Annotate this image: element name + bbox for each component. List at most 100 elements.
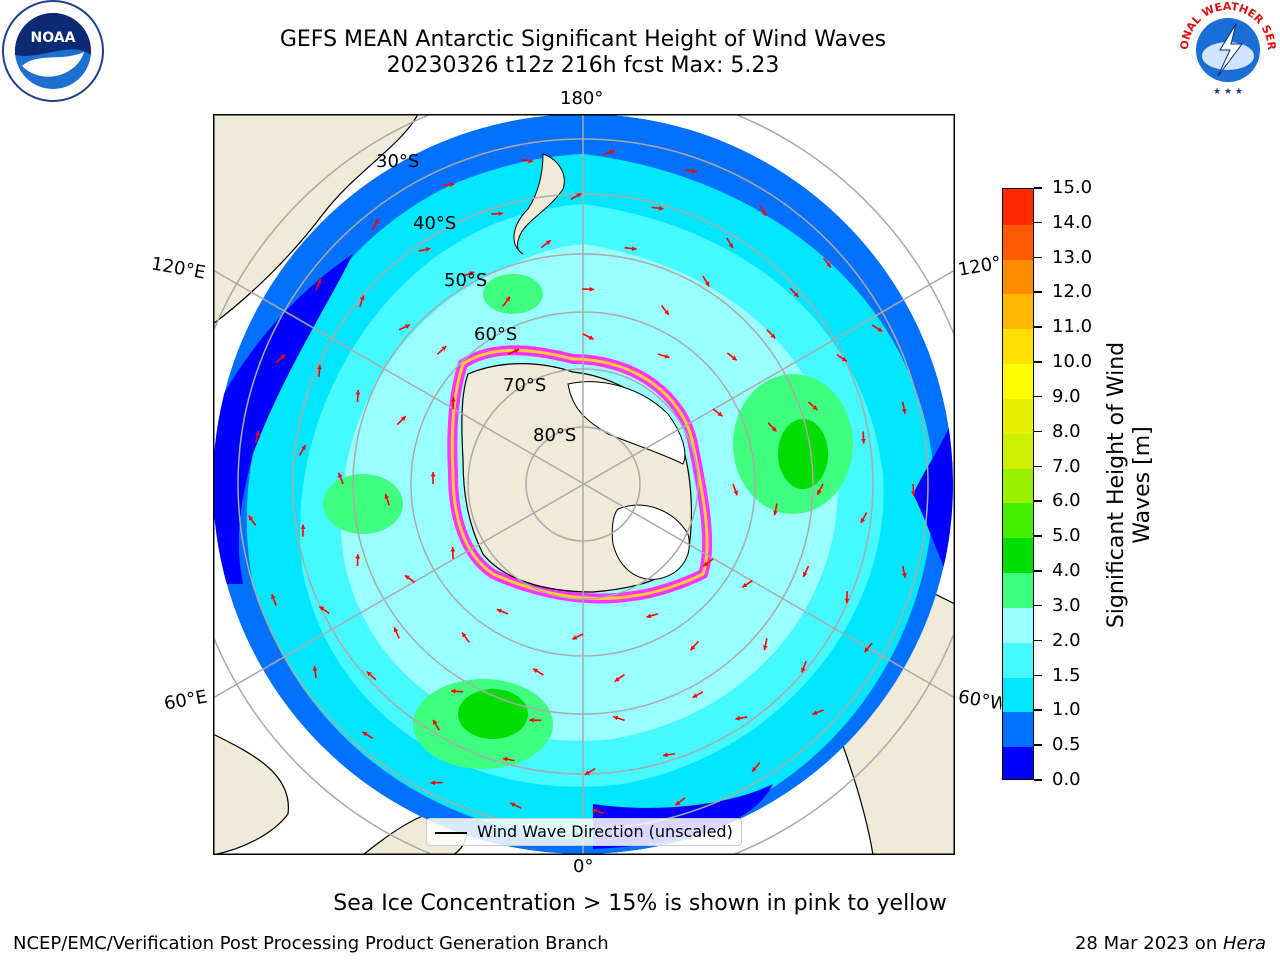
colorbar-segment — [1003, 641, 1033, 678]
colorbar-segment — [1003, 293, 1033, 330]
wind-wave-arrowhead — [609, 149, 615, 155]
legend-label: Wind Wave Direction (unscaled) — [477, 822, 733, 841]
wind-wave-arrowhead — [613, 715, 619, 721]
wind-wave-arrowhead — [902, 572, 907, 578]
wind-wave-arrowhead — [901, 408, 907, 414]
wind-wave-arrowhead — [773, 510, 778, 516]
wind-wave-arrowhead — [514, 348, 520, 354]
colorbar-tick — [1034, 187, 1042, 189]
colorbar-tick-label: 2.0 — [1052, 629, 1081, 651]
wind-wave-arrowhead — [450, 397, 456, 402]
wind-wave-arrowhead — [271, 594, 276, 600]
wind-wave-arrowhead — [529, 717, 534, 723]
colorbar-segment — [1003, 189, 1033, 225]
legend-line-sample — [435, 832, 467, 834]
wind-wave-arrowhead — [646, 613, 652, 619]
wind-wave-arrowhead — [812, 405, 818, 411]
colorbar-tick — [1034, 570, 1042, 572]
footer-branch: NCEP/EMC/Verification Post Processing Pr… — [13, 933, 609, 954]
colorbar-tick — [1034, 256, 1042, 259]
wind-wave-arrowhead — [405, 324, 411, 329]
noaa-logo-text: NOAA — [31, 30, 76, 46]
colorbar-tick-label: 6.0 — [1052, 490, 1081, 512]
wind-wave-arrowhead — [692, 168, 697, 174]
colorbar-segment — [1003, 537, 1033, 574]
colorbar-tick-label: 12.0 — [1052, 281, 1093, 303]
wind-wave-arrowhead — [911, 491, 916, 496]
wind-wave-arrowhead — [545, 240, 551, 245]
wind-wave-arrowhead — [301, 445, 306, 451]
footer-date-text: 28 Mar 2023 on — [1074, 933, 1223, 954]
lat-label-60s: 60°S — [474, 324, 518, 345]
lat-label-50s: 50°S — [444, 270, 488, 291]
colorbar-tick-label: 10.0 — [1052, 351, 1093, 373]
wind-wave-arrowhead — [733, 490, 738, 496]
wind-wave-arrowhead — [658, 205, 664, 211]
wind-wave-arrowhead — [450, 547, 456, 552]
lat-label-30s: 30°S — [376, 151, 420, 172]
wind-wave-arrowhead — [675, 800, 681, 806]
colorbar — [1002, 188, 1034, 780]
colorbar-tick — [1034, 221, 1042, 224]
colorbar-tick-label: 5.0 — [1052, 525, 1081, 547]
footer-machine: Hera — [1222, 933, 1266, 954]
wind-wave-arrowhead — [498, 211, 504, 217]
wind-wave-arrowhead — [248, 515, 254, 521]
wind-wave-arrowhead — [572, 635, 578, 640]
lon-label-120w: 120°W — [956, 252, 1004, 281]
map-legend: Wind Wave Direction (unscaled) — [426, 818, 742, 846]
wind-wave-arrowhead — [430, 780, 435, 786]
colorbar-tick-label: 0.5 — [1052, 734, 1081, 756]
wind-wave-arrowhead — [592, 808, 598, 814]
wind-wave-arrowhead — [400, 416, 406, 421]
colorbar-tick-label: 1.0 — [1052, 699, 1081, 721]
colorbar-tick — [1034, 674, 1042, 677]
wind-wave-arrowhead — [425, 247, 431, 252]
wind-wave-arrowhead — [690, 645, 696, 651]
colorbar-tick — [1034, 500, 1042, 502]
colorbar-tick — [1034, 395, 1042, 398]
wind-wave-arrowhead — [355, 554, 361, 559]
colorbar-segment — [1003, 676, 1033, 713]
colorbar-tick — [1034, 709, 1042, 711]
wind-wave-arrowhead — [728, 243, 733, 249]
wind-wave-arrowhead — [663, 752, 668, 758]
wind-wave-arrowhead — [584, 770, 590, 775]
wind-wave-arrowhead — [761, 210, 766, 216]
colorbar-tick-label: 8.0 — [1052, 420, 1081, 442]
wind-wave-arrowhead — [393, 627, 399, 633]
wind-wave-arrowhead — [433, 719, 438, 725]
wind-wave-arrowhead — [362, 731, 368, 737]
colorbar-tick — [1034, 326, 1042, 328]
wind-wave-arrowhead — [631, 246, 637, 251]
lon-label-0: 0° — [573, 856, 594, 877]
colorbar-tick — [1034, 535, 1042, 537]
lon-label-120e: 120°E — [149, 253, 208, 284]
colorbar-segment — [1003, 328, 1033, 365]
wind-wave-arrowhead — [496, 608, 502, 614]
wind-wave-arrowhead — [366, 671, 372, 677]
wind-wave-arrowhead — [703, 561, 709, 567]
nws-logo: NATIONAL WEATHER SERVICE ★ ★ ★ — [1176, 0, 1278, 97]
wind-wave-arrowhead — [664, 353, 670, 359]
wind-wave-arrowhead — [812, 710, 818, 715]
colorbar-segment — [1003, 746, 1033, 779]
colorbar-tick — [1034, 361, 1042, 363]
wind-wave-arrowhead — [717, 411, 723, 417]
lat-label-80s: 80°S — [533, 425, 577, 446]
lon-label-60w: 60°W — [956, 686, 1004, 715]
wind-wave-arrowhead — [803, 571, 808, 577]
wind-wave-arrowhead — [255, 430, 260, 436]
wave-height-field — [213, 114, 953, 854]
wind-wave-arrowhead — [359, 295, 365, 301]
meridian-60e-120w — [213, 269, 955, 699]
chart-subtitle: 20230326 t12z 216h fcst Max: 5.23 — [386, 53, 780, 78]
wind-wave-arrowhead — [752, 766, 757, 772]
wind-wave-arrowhead — [338, 472, 343, 478]
colorbar-tick-label: 0.0 — [1052, 769, 1081, 790]
colorbar-segment — [1003, 502, 1033, 539]
wind-wave-arrowhead — [300, 524, 306, 530]
wind-wave-arrowhead — [692, 693, 698, 698]
colorbar-tick-label: 3.0 — [1052, 594, 1081, 616]
wind-wave-arrowhead — [735, 715, 741, 721]
